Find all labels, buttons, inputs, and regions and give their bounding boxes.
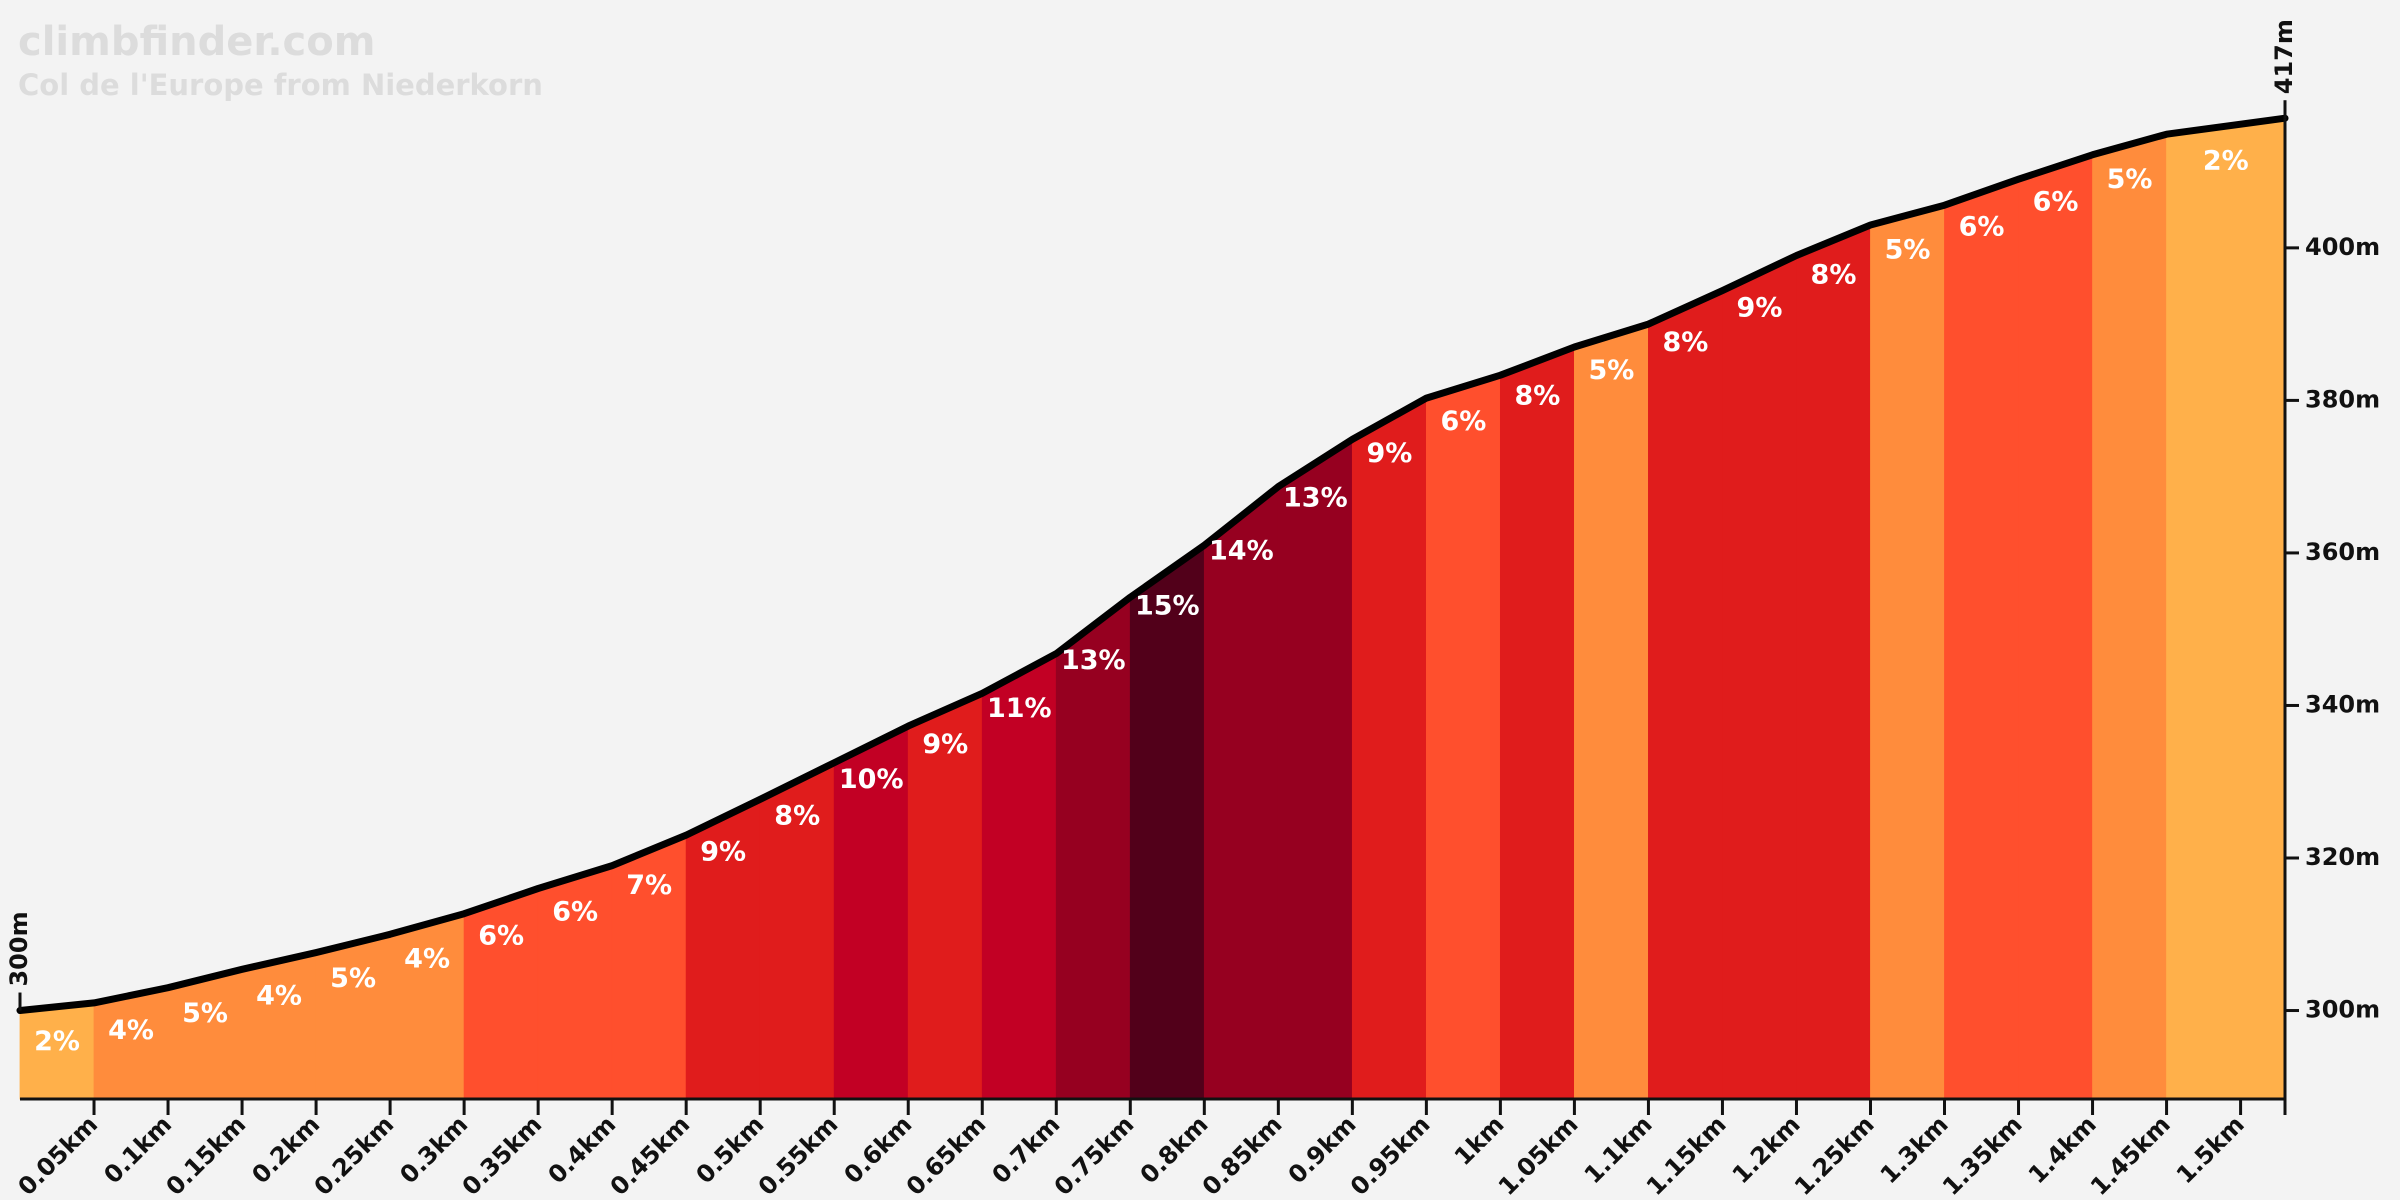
gradient-label: 9%	[700, 837, 746, 868]
y-tick-label: 400m	[2305, 233, 2380, 261]
gradient-label: 7%	[626, 870, 672, 901]
x-tick-label: 1.35km	[1937, 1110, 2028, 1200]
x-tick-label: 1.5km	[2171, 1110, 2250, 1189]
y-tick-label: 380m	[2305, 385, 2380, 413]
gradient-label: 6%	[1959, 212, 2005, 243]
gradient-label: 14%	[1209, 535, 1274, 566]
gradient-label: 5%	[330, 963, 376, 994]
gradient-segment	[2166, 117, 2286, 1100]
x-tick-label: 1.05km	[1493, 1110, 1584, 1200]
chart-subtitle: Col de l'Europe from Niederkorn	[18, 68, 543, 102]
gradient-label: 2%	[2203, 146, 2249, 177]
gradient-label: 8%	[774, 800, 820, 831]
gradient-segment	[1796, 224, 1871, 1100]
x-tick-label: 0.15km	[161, 1110, 252, 1200]
annotation-label: 417m	[2270, 19, 2298, 94]
gradient-label: 8%	[1663, 327, 1709, 358]
gradient-label: 4%	[256, 980, 302, 1011]
gradient-label: 9%	[922, 729, 968, 760]
gradient-segment	[1944, 178, 2019, 1100]
gradient-segment	[1129, 544, 1205, 1100]
gradient-segment	[2092, 133, 2167, 1100]
y-tick-label: 340m	[2305, 690, 2380, 718]
gradient-segment	[1574, 323, 1649, 1100]
gradient-segment	[241, 952, 317, 1100]
gradient-label: 13%	[1283, 482, 1348, 513]
x-tick-label: 0.45km	[605, 1110, 696, 1200]
annotation-label: 300m	[5, 911, 33, 986]
x-tick-label: 1km	[1449, 1110, 1510, 1171]
x-tick-label: 1.25km	[1789, 1110, 1880, 1200]
x-tick-label: 0.35km	[457, 1110, 548, 1200]
gradient-segment	[1277, 438, 1353, 1100]
x-tick-label: 0.85km	[1197, 1110, 1288, 1200]
x-tick-label: 1.45km	[2085, 1110, 2176, 1200]
x-tick-label: 0.05km	[13, 1110, 104, 1200]
gradient-label: 10%	[839, 764, 904, 795]
gradient-label: 13%	[1061, 645, 1126, 676]
gradient-label: 4%	[108, 1015, 154, 1046]
gradient-label: 15%	[1135, 591, 1200, 622]
gradient-segment	[1648, 289, 1723, 1100]
chart-title: climbfinder.com	[18, 19, 375, 65]
gradient-segment	[1499, 346, 1575, 1100]
gradient-label: 11%	[987, 693, 1052, 724]
y-tick-label: 320m	[2305, 843, 2380, 871]
gradient-segment	[1351, 397, 1427, 1100]
gradient-segment	[167, 968, 243, 1100]
gradient-label: 8%	[1811, 260, 1857, 291]
x-tick-label: 0.95km	[1345, 1110, 1436, 1200]
gradient-segment	[1203, 485, 1279, 1100]
gradient-label: 6%	[2033, 187, 2079, 218]
gradient-segment	[389, 913, 465, 1100]
gradient-label: 9%	[1366, 438, 1412, 469]
x-tick-label: 1.15km	[1641, 1110, 1732, 1200]
gradient-label: 5%	[1885, 235, 1931, 266]
x-tick-label: 0.65km	[901, 1110, 992, 1200]
x-tick-label: 0.25km	[309, 1110, 400, 1200]
y-tick-label: 300m	[2305, 996, 2380, 1024]
gradient-label: 8%	[1514, 381, 1560, 412]
x-tick-label: 0.75km	[1049, 1110, 1140, 1200]
gradient-label: 5%	[2107, 164, 2153, 195]
gradient-label: 5%	[1588, 355, 1634, 386]
gradient-label: 4%	[404, 943, 450, 974]
gradient-label: 2%	[34, 1026, 80, 1057]
gradient-segment	[1425, 374, 1501, 1100]
profile-line	[16, 114, 2289, 1014]
gradient-segment	[1870, 204, 1945, 1100]
gradient-segment	[2018, 154, 2093, 1100]
gradient-label: 9%	[1737, 293, 1783, 324]
gradient-label: 6%	[478, 921, 524, 952]
gradient-label: 5%	[182, 998, 228, 1029]
gradient-segment	[315, 933, 391, 1100]
gradient-label: 6%	[1440, 406, 1486, 437]
y-tick-label: 360m	[2305, 538, 2380, 566]
x-tick-label: 0.55km	[753, 1110, 844, 1200]
gradient-segment	[1722, 254, 1797, 1100]
gradient-label: 6%	[552, 897, 598, 928]
